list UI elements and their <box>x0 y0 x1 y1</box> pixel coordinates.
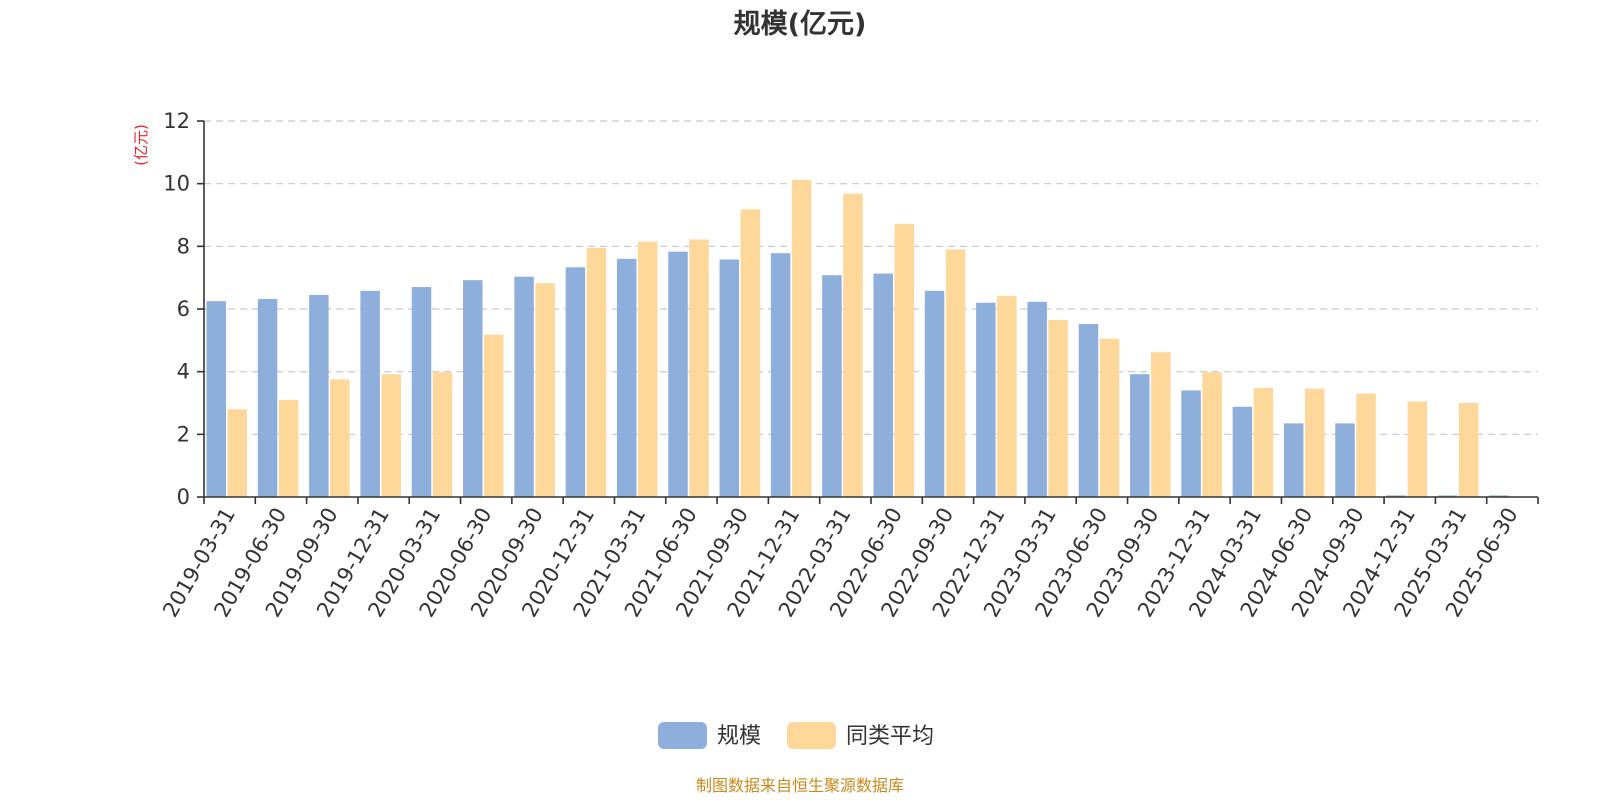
y-tick-label: 10 <box>163 172 190 196</box>
y-tick-label: 2 <box>177 422 190 446</box>
bar-peer-average <box>1151 352 1171 497</box>
bar-peer-average <box>945 249 966 497</box>
bar-peer-average <box>484 334 504 497</box>
x-axis: 2019-03-312019-06-302019-09-302019-12-31… <box>158 496 1539 621</box>
bar-scale <box>309 294 329 497</box>
bar-peer-average <box>381 374 401 497</box>
bar-peer-average <box>1304 388 1325 497</box>
bar-peer-average <box>1356 393 1376 497</box>
bar-scale <box>1078 324 1099 497</box>
bar-scale <box>1181 390 1201 497</box>
bar-peer-average <box>1253 387 1274 497</box>
y-tick-label: 6 <box>177 297 190 321</box>
y-axis-label: (亿元) <box>132 124 150 166</box>
bar-peer-average <box>1202 372 1222 497</box>
bar-scale <box>770 253 791 497</box>
bar-peer-average <box>1458 403 1479 497</box>
bar-scale <box>1335 423 1355 497</box>
legend-item-scale: 规模 <box>658 722 761 749</box>
bars <box>206 179 1509 498</box>
bar-scale <box>924 290 945 497</box>
bar-peer-average <box>1099 338 1120 497</box>
bar-scale <box>514 276 534 497</box>
bar-peer-average <box>535 283 555 497</box>
bar-peer-average <box>997 295 1017 497</box>
y-axis: 0 2 4 6 8 10 12 <box>163 109 205 509</box>
y-tick-label: 0 <box>177 485 190 509</box>
bar-peer-average <box>586 247 607 497</box>
bar-scale <box>565 267 586 497</box>
bar-scale <box>668 251 688 497</box>
legend-label: 规模 <box>717 724 761 749</box>
bar-peer-average <box>330 379 350 497</box>
bar-scale <box>257 298 278 497</box>
y-tick-label: 4 <box>177 360 190 384</box>
bar-peer-average <box>278 399 299 497</box>
bar-scale <box>1232 406 1253 497</box>
bar-scale <box>719 259 740 497</box>
legend-swatch <box>787 722 836 749</box>
bar-scale <box>976 302 996 497</box>
bar-peer-average <box>432 372 453 497</box>
bar-scale <box>360 290 380 497</box>
bar-peer-average <box>843 193 863 497</box>
bar-scale <box>822 275 842 497</box>
chart-title: 规模(亿元) <box>734 9 867 40</box>
bar-peer-average <box>740 209 761 498</box>
y-tick-label: 12 <box>163 109 190 133</box>
source-note: 制图数据来自恒生聚源数据库 <box>696 776 904 795</box>
bar-scale <box>1027 301 1047 497</box>
bar-peer-average <box>791 179 812 497</box>
bar-scale <box>1283 423 1304 497</box>
y-tick-label: 8 <box>177 234 190 258</box>
legend-item-peer-average: 同类平均 <box>787 722 934 749</box>
bar-peer-average <box>894 223 914 498</box>
bar-peer-average <box>1407 401 1428 497</box>
bar-scale <box>1130 374 1150 497</box>
legend: 规模 同类平均 <box>658 722 934 749</box>
bar-peer-average <box>637 241 658 497</box>
bar-peer-average <box>689 239 709 497</box>
bar-scale <box>206 301 226 497</box>
bar-scale <box>873 273 893 497</box>
bar-scale <box>616 258 637 497</box>
bar-scale <box>411 287 432 497</box>
legend-swatch <box>658 722 707 749</box>
bar-scale <box>463 280 483 497</box>
legend-label: 同类平均 <box>846 724 934 749</box>
bar-peer-average <box>227 409 247 497</box>
bar-peer-average <box>1048 319 1068 497</box>
gridlines <box>204 120 1538 435</box>
